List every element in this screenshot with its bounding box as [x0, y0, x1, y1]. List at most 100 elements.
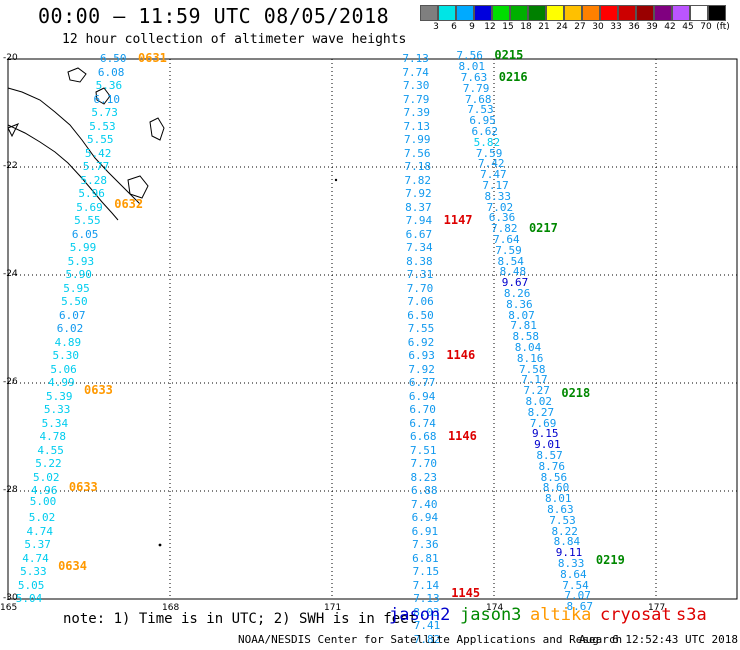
island-dot — [335, 179, 337, 181]
swh-value-label: 5.30 — [52, 350, 79, 361]
swh-value-label: 7.30 — [403, 80, 430, 91]
footer-note: note: 1) Time is in UTC; 2) SWH is in fe… — [63, 611, 417, 627]
pass-time-label: 1147 — [444, 215, 473, 226]
swh-value-label: 5.22 — [35, 458, 62, 469]
swh-value-label: 4.74 — [22, 553, 49, 564]
swh-value-label: 6.08 — [98, 67, 125, 78]
pass-time-label: 0631 — [138, 53, 167, 64]
pass-time-label: 0216 — [499, 72, 528, 83]
swh-value-label: 6.07 — [59, 310, 86, 321]
legend-item-jason3: jason3 — [460, 605, 521, 625]
swh-value-label: 5.77 — [83, 161, 110, 172]
swh-value-label: 7.92 — [408, 364, 435, 375]
legend-item-jason2: jason2 — [389, 605, 450, 625]
swh-value-label: 4.78 — [40, 431, 67, 442]
swh-value-label: 7.31 — [407, 269, 434, 280]
swh-value-label: 6.70 — [409, 404, 436, 415]
swh-value-label: 7.70 — [411, 458, 438, 469]
swh-value-label: 5.34 — [42, 418, 69, 429]
swh-value-label: 5.90 — [65, 269, 92, 280]
coastline-path — [128, 176, 148, 198]
legend-item-s3a: s3a — [676, 605, 707, 625]
swh-value-label: 5.95 — [63, 283, 90, 294]
swh-value-label: 5.33 — [20, 566, 47, 577]
swh-value-label: 5.02 — [33, 472, 60, 483]
swh-value-label: 5.06 — [50, 364, 77, 375]
swh-value-label: 6.94 — [412, 512, 439, 523]
swh-value-label: 7.99 — [404, 134, 431, 145]
pass-time-label: 0632 — [114, 199, 143, 210]
swh-value-label: 7.15 — [413, 566, 440, 577]
swh-value-label: 6.50 — [100, 53, 127, 64]
swh-value-label: 7.74 — [402, 67, 429, 78]
map-frame — [8, 59, 737, 599]
swh-value-label: 6.81 — [412, 553, 439, 564]
swh-value-label: 5.50 — [61, 296, 88, 307]
swh-value-label: 4.74 — [27, 526, 54, 537]
swh-value-label: 6.05 — [72, 229, 99, 240]
lat-tick-label: -20 — [3, 53, 18, 63]
coastline-path — [8, 88, 140, 204]
swh-value-label: 8.38 — [406, 256, 433, 267]
swh-value-label: 7.14 — [413, 580, 440, 591]
swh-value-label: 7.36 — [412, 539, 439, 550]
swh-value-label: 5.99 — [70, 242, 97, 253]
pass-time-label: 0634 — [58, 561, 87, 572]
swh-value-label: 7.55 — [408, 323, 435, 334]
swh-value-label: 5.39 — [46, 391, 73, 402]
swh-value-label: 5.69 — [76, 202, 103, 213]
swh-value-label: 7.13 — [402, 53, 429, 64]
swh-value-label: 6.77 — [409, 377, 436, 388]
pass-time-label: 0633 — [69, 482, 98, 493]
pass-time-label: 1145 — [451, 588, 480, 599]
island-dot — [159, 544, 162, 547]
pass-time-label: 0217 — [529, 223, 558, 234]
swh-value-label: 6.02 — [57, 323, 84, 334]
swh-value-label: 6.74 — [409, 418, 436, 429]
swh-value-label: 5.04 — [16, 593, 43, 604]
swh-value-label: 7.18 — [405, 161, 432, 172]
swh-value-label: 5.96 — [78, 188, 105, 199]
pass-time-label: 0219 — [596, 555, 625, 566]
swh-value-label: 7.56 — [404, 148, 431, 159]
swh-value-label: 6.10 — [94, 94, 121, 105]
swh-value-label: 5.33 — [44, 404, 71, 415]
swh-value-label: 5.28 — [81, 175, 108, 186]
swh-value-label: 5.36 — [96, 80, 123, 91]
swh-value-label: 5.05 — [18, 580, 45, 591]
swh-value-label: 6.88 — [411, 485, 438, 496]
coastline-path — [68, 68, 86, 82]
legend-item-altika: altika — [530, 605, 591, 625]
swh-value-label: 7.92 — [405, 188, 432, 199]
swh-value-label: 7.13 — [403, 121, 430, 132]
swh-value-label: 7.13 — [413, 593, 440, 604]
swh-value-label: 8.23 — [411, 472, 438, 483]
swh-value-label: 4.55 — [37, 445, 64, 456]
swh-value-label: 7.39 — [403, 107, 430, 118]
generated-timestamp: Aug 6 12:52:43 UTC 2018 — [579, 633, 738, 646]
swh-value-label: 6.50 — [407, 310, 434, 321]
swh-value-label: 7.79 — [403, 94, 430, 105]
swh-value-label: 7.94 — [406, 215, 433, 226]
swh-value-label: 5.00 — [30, 496, 57, 507]
swh-value-label: 8.37 — [405, 202, 432, 213]
swh-value-label: 5.73 — [91, 107, 118, 118]
swh-value-label: 6.68 — [410, 431, 437, 442]
swh-value-label: 5.42 — [85, 148, 112, 159]
swh-value-label: 7.82 — [405, 175, 432, 186]
pass-time-label: 0218 — [561, 388, 590, 399]
swh-value-label: 6.93 — [408, 350, 435, 361]
lat-tick-label: -28 — [3, 485, 18, 495]
swh-value-label: 7.06 — [407, 296, 434, 307]
swh-value-label: 6.67 — [406, 229, 433, 240]
swh-value-label: 4.89 — [55, 337, 82, 348]
legend-item-cryosat: cryosat — [600, 605, 672, 625]
swh-value-label: 7.34 — [406, 242, 433, 253]
swh-value-label: 5.53 — [89, 121, 116, 132]
lat-tick-label: -26 — [3, 377, 18, 387]
swh-value-label: 5.02 — [29, 512, 56, 523]
pass-time-label: 0215 — [494, 50, 523, 61]
swh-value-label: 6.94 — [409, 391, 436, 402]
swh-value-label: 5.93 — [68, 256, 95, 267]
coastline-path — [150, 118, 164, 140]
